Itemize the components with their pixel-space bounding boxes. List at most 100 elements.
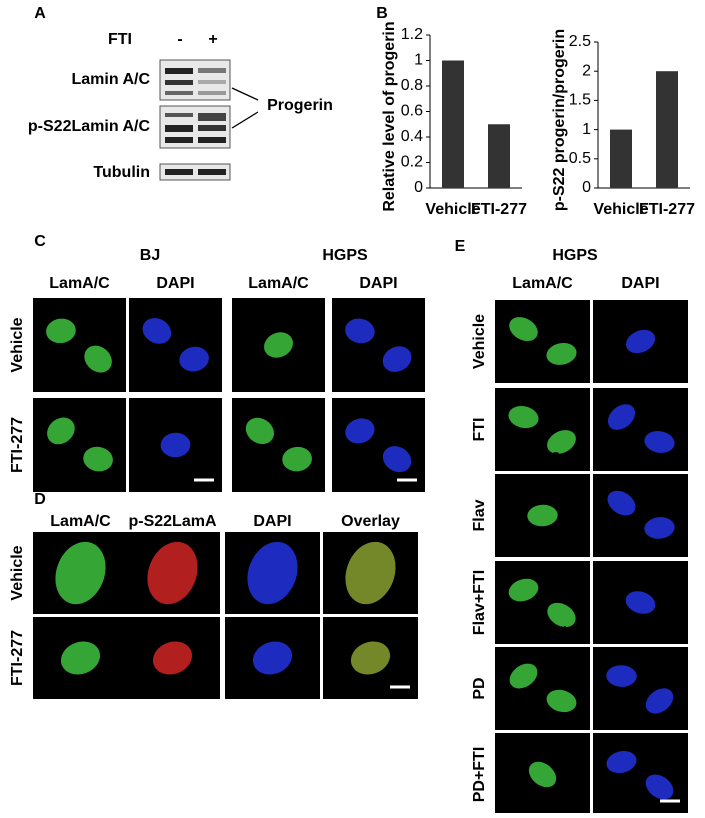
nucleus [625,591,656,614]
nucleus [55,541,106,605]
nucleus [47,417,75,445]
y-tick-label: 0.2 [401,154,423,171]
lane-label: + [208,31,217,48]
nucleus [625,329,656,354]
nucleus [527,504,558,527]
nucleus [645,688,674,714]
y-axis-label: Relative level of progerin [381,21,398,211]
nucleus [508,405,539,429]
row-label: FTI-277 [9,630,26,686]
micrograph [495,388,590,471]
y-tick-label: 0 [582,179,591,196]
y-tick-label: 1.2 [401,26,423,43]
row-label: Vehicle [9,317,26,372]
row-label: Flav+FTI [471,570,488,635]
x-tick-label: FTI-277 [639,201,695,218]
nucleus [142,318,172,344]
y-tick-label: 0.5 [569,150,591,167]
count-label: 53±3 [543,450,579,467]
micrograph [495,300,590,383]
row-label: PD+FTI [471,747,488,803]
nucleus [345,418,375,444]
nucleus [382,446,412,473]
micrograph [593,474,688,557]
row-label: FTI-277 [9,417,26,473]
nucleus [509,317,538,342]
blot-label: Tubulin [93,164,150,181]
arrow-label: Progerin [267,97,333,114]
row-label: Flav [471,499,488,531]
micrograph [129,298,222,392]
row-label: Vehicle [9,545,26,600]
panel-label: B [376,5,388,22]
nucleus [245,417,275,445]
nucleus [147,541,198,605]
nucleus [644,431,675,453]
y-tick-label: 1 [582,121,591,138]
panel-label: D [34,491,46,508]
bar [610,129,632,188]
nucleus [83,446,113,472]
x-tick-label: Vehicle [593,201,648,218]
micrograph [232,398,325,492]
column-label: LamA/C [248,275,309,292]
count-label: 0 [569,362,578,379]
nucleus [546,342,577,365]
blots [159,59,259,181]
nucleus [508,578,539,602]
column-label: LamA/C [512,275,573,292]
micrograph [593,647,688,730]
micrograph [495,561,590,644]
nucleus [546,689,577,713]
row-label: FTI [471,418,488,442]
nucleus [264,332,293,358]
panel-label: A [34,5,46,22]
group-label: HGPS [552,247,598,264]
bar [656,71,678,188]
y-tick-label: 0.4 [401,128,423,145]
column-label: Overlay [341,513,400,530]
x-tick-label: Vehicle [425,201,480,218]
column-label: DAPI [156,275,194,292]
column-label: p-S22LamA [128,513,216,530]
y-tick-label: 1 [414,52,423,69]
nucleus [644,517,675,539]
nucleus [645,774,674,800]
count-label: 1±1 [551,795,578,812]
nucleus [46,318,76,344]
count-label: 2±1 [551,623,578,640]
bar [488,124,510,188]
micrograph [332,298,425,392]
micrograph [332,398,425,492]
panel-label: C [34,233,46,250]
count-label: 0 [569,709,578,726]
column-label: LamA/C [50,513,111,530]
row-label: Vehicle [471,314,488,369]
y-axis-label: p-S22 progerin/progerin [551,29,568,211]
nucleus [160,432,191,458]
group-label: BJ [140,247,160,264]
group-label: HGPS [322,247,368,264]
nucleus [547,430,576,454]
y-tick-label: 1.5 [569,92,591,109]
y-tick-label: 0 [414,179,423,196]
nucleus [84,345,112,373]
bar [442,60,464,188]
nucleus [345,541,396,605]
nucleus [179,346,209,372]
x-tick-label: FTI-277 [471,201,527,218]
nucleus [350,641,391,675]
nucleus [606,665,637,687]
nucleus [345,318,375,344]
micrograph [33,398,126,492]
lane-label: - [177,31,182,48]
treatment-label: FTI [108,31,132,48]
nucleus [607,404,636,430]
micrograph [495,647,590,730]
column-label: DAPI [359,275,397,292]
nucleus [247,541,298,605]
y-tick-label: 0.8 [401,77,423,94]
nucleus [607,490,636,516]
blot-label: Lamin A/C [71,71,150,88]
